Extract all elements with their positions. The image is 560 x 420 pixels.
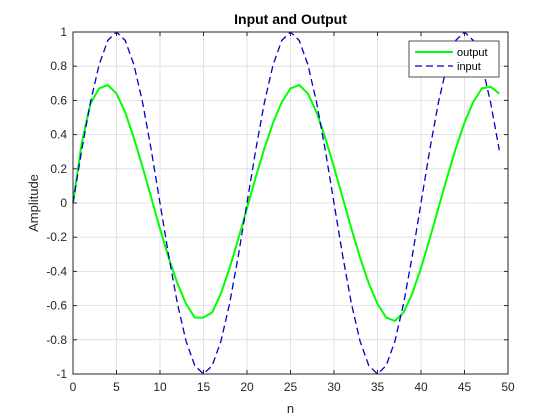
x-tick-label: 35 <box>371 380 385 394</box>
x-tick-label: 30 <box>327 380 341 394</box>
x-tick-label: 45 <box>458 380 472 394</box>
x-axis-label: n <box>287 401 294 416</box>
y-tick-label: 0.6 <box>50 93 67 107</box>
y-tick-label: 0 <box>60 196 67 210</box>
y-tick-label: -0.2 <box>46 230 67 244</box>
y-axis-label: Amplitude <box>26 174 41 232</box>
x-tick-label: 20 <box>240 380 254 394</box>
legend-label-input: input <box>457 61 481 73</box>
y-tick-label: -0.8 <box>46 333 67 347</box>
y-tick-label: 0.2 <box>50 162 67 176</box>
tick-labels: 0 5 10 15 20 25 30 35 40 45 50 -1 -0.8 -0.6 -0.4 -0.2 0 0… <box>46 25 515 394</box>
x-tick-label: 40 <box>414 380 428 394</box>
y-tick-label: 0.4 <box>50 128 67 142</box>
legend: output input <box>408 40 500 78</box>
y-tick-label: -1 <box>56 367 67 381</box>
x-tick-label: 0 <box>70 380 77 394</box>
y-tick-label: 0.8 <box>50 59 67 73</box>
series-line-input <box>72 31 500 375</box>
chart-title: Input and Output <box>234 11 347 27</box>
y-tick-label: -0.4 <box>46 264 67 278</box>
x-tick-label: 15 <box>197 380 211 394</box>
series-layer <box>72 31 500 375</box>
legend-label-output: output <box>457 47 488 59</box>
x-tick-label: 5 <box>113 380 120 394</box>
x-tick-label: 25 <box>284 380 298 394</box>
legend-box <box>408 40 500 78</box>
y-tick-label: -0.6 <box>46 299 67 313</box>
y-tick-label: 1 <box>60 25 67 39</box>
x-tick-label: 10 <box>153 380 167 394</box>
x-tick-label: 50 <box>501 380 515 394</box>
ticks <box>72 31 509 375</box>
series-line-output <box>72 84 500 322</box>
